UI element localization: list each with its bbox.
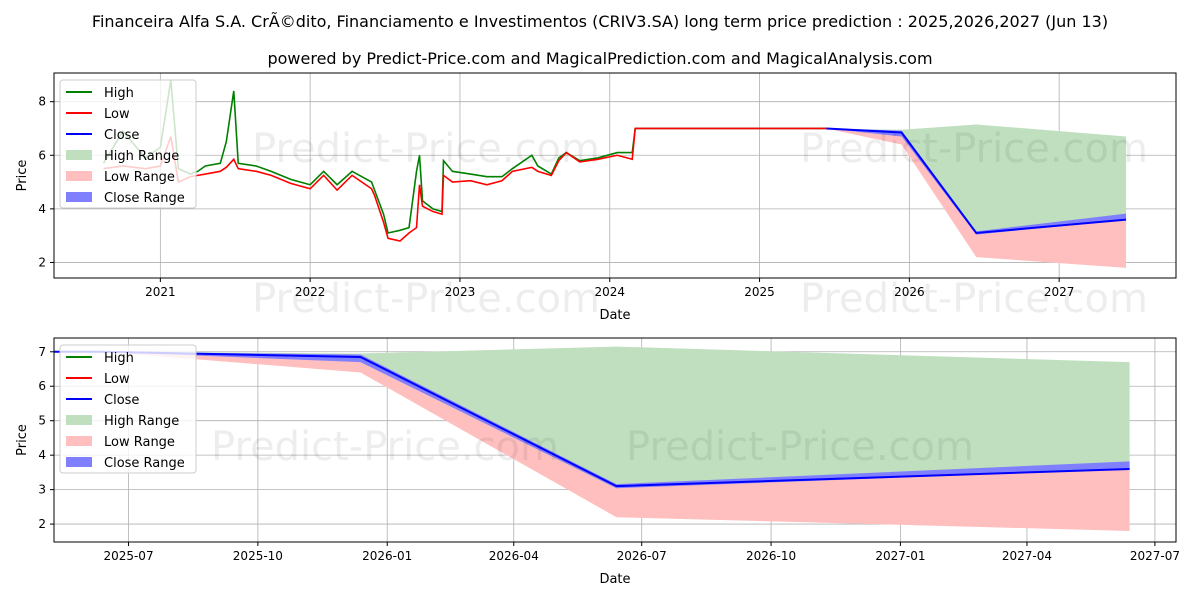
high-range-area: [103, 346, 1130, 487]
legend-box: [59, 344, 197, 474]
plot-frame: [53, 337, 1177, 543]
legend-swatch-patch: [66, 457, 92, 467]
watermark-text: Predict-Price.com: [800, 126, 1148, 172]
legend-label: High: [104, 351, 134, 366]
x-tick-label: 2025-07: [103, 549, 153, 563]
watermark-text: Predict-Price.com: [800, 276, 1148, 322]
chart-panel-2: 2025-07 2025-10 2026-01 2026-04 2026-07 2026-…: [15, 337, 1180, 587]
y-axis-label: Price: [15, 160, 30, 192]
x-axis-label: Date: [599, 308, 630, 323]
watermark-text: Predict-Price.com: [252, 276, 600, 322]
x-tick-label: 2021: [145, 285, 176, 299]
legend: High Low Close High Range Low Range Close Ran…: [59, 79, 197, 209]
x-tick-label: 2027-04: [1002, 549, 1052, 563]
legend-label: High: [104, 86, 134, 101]
plot-area: [102, 80, 1127, 268]
legend-label: Low: [104, 372, 130, 387]
y-tick-label: 6: [38, 379, 46, 393]
legend-label: Low Range: [104, 170, 175, 185]
legend-label: Close: [104, 393, 139, 408]
low-range-area: [826, 128, 1127, 268]
watermark-text: Predict-Price.com: [211, 424, 559, 470]
legend-label: Close Range: [104, 191, 185, 206]
high-line: [102, 80, 827, 234]
y-tick-label: 2: [38, 517, 46, 531]
y-tick-label: 7: [38, 345, 46, 359]
low-line: [103, 127, 827, 242]
legend-box: [59, 79, 197, 209]
y-tick-label: 2: [38, 255, 46, 269]
x-tick-label: 2027-01: [875, 549, 925, 563]
legend-label: Close: [104, 128, 139, 143]
chart-subtitle: powered by Predict-Price.com and Magical…: [267, 49, 933, 68]
x-tick-label: 2022: [295, 285, 326, 299]
x-tick-label: 2023: [445, 285, 476, 299]
x-tick-label: 2026: [894, 285, 925, 299]
legend-label: Close Range: [104, 456, 185, 471]
close-forecast-line: [826, 127, 1127, 235]
legend-label: Low: [104, 107, 130, 122]
x-tick-label: 2026-07: [617, 549, 667, 563]
close-forecast-line: [103, 350, 1130, 488]
legend-swatch-patch: [66, 415, 92, 425]
legend-swatch-patch: [66, 171, 92, 181]
x-tick-label: 2024: [594, 285, 625, 299]
watermark-text: Predict-Price.com: [626, 424, 974, 470]
legend-label: High Range: [104, 149, 179, 164]
legend-swatch-patch: [66, 192, 92, 202]
y-tick-label: 4: [38, 202, 46, 216]
plot-frame: [53, 72, 1177, 279]
legend: High Low Close High Range Low Range Close Ran…: [59, 344, 197, 474]
y-tick-label: 3: [38, 483, 46, 497]
y-tick-label: 5: [38, 414, 46, 428]
y-axis-label: Price: [15, 424, 30, 456]
legend-label: High Range: [104, 414, 179, 429]
x-tick-label: 2026-01: [362, 549, 412, 563]
y-tick-label: 6: [38, 148, 46, 162]
x-tick-label: 2027-07: [1130, 549, 1180, 563]
x-axis-label: Date: [599, 572, 630, 587]
x-tick-label: 2025-10: [233, 549, 283, 563]
legend-label: Low Range: [104, 435, 175, 450]
y-tick-label: 4: [38, 448, 46, 462]
x-tick-label: 2026-10: [746, 549, 796, 563]
chart-title: Financeira Alfa S.A. CrÃ©dito, Financiam…: [91, 12, 1109, 31]
low-range-area: [103, 351, 1130, 531]
y-tick-label: 8: [38, 95, 46, 109]
x-tick-label: 2027: [1044, 285, 1075, 299]
x-tick-label: 2026-04: [489, 549, 539, 563]
legend-swatch-patch: [66, 150, 92, 160]
x-tick-label: 2025: [744, 285, 775, 299]
legend-swatch-patch: [66, 436, 92, 446]
chart-panel-1: 2021 2022 2023 2024 2025 2026 2027 2 4 6 8 Date Pric…: [15, 72, 1177, 323]
high-range-area: [826, 124, 1127, 233]
watermark-text: Predict-Price.com: [252, 126, 600, 172]
